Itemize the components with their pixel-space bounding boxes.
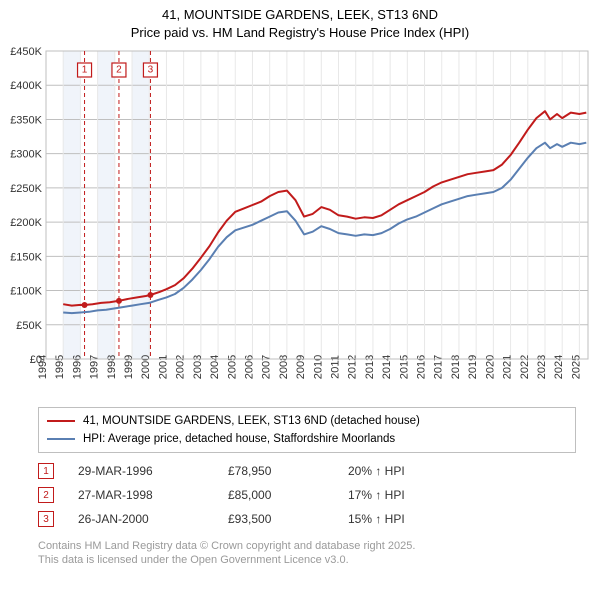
svg-text:2014: 2014	[381, 355, 393, 379]
svg-text:2004: 2004	[209, 355, 221, 379]
svg-text:£300K: £300K	[10, 149, 42, 161]
svg-text:£100K: £100K	[10, 286, 42, 298]
svg-text:2025: 2025	[570, 355, 582, 379]
svg-text:2003: 2003	[192, 355, 204, 379]
svg-text:2005: 2005	[226, 355, 238, 379]
sale-price: £85,000	[228, 488, 348, 502]
svg-text:2017: 2017	[433, 355, 445, 379]
svg-text:2015: 2015	[398, 355, 410, 379]
sales-row: 2 27-MAR-1998 £85,000 17% ↑ HPI	[38, 483, 558, 507]
svg-text:£450K: £450K	[10, 46, 42, 58]
footer-attribution: Contains HM Land Registry data © Crown c…	[38, 539, 600, 568]
sales-row: 1 29-MAR-1996 £78,950 20% ↑ HPI	[38, 459, 558, 483]
svg-text:2020: 2020	[484, 355, 496, 379]
svg-text:2016: 2016	[416, 355, 428, 379]
svg-text:£50K: £50K	[16, 320, 42, 332]
sale-price: £93,500	[228, 512, 348, 526]
svg-text:2013: 2013	[364, 355, 376, 379]
svg-text:1998: 1998	[106, 355, 118, 379]
svg-text:2024: 2024	[553, 355, 565, 379]
line-chart-svg: £0£50K£100K£150K£200K£250K£300K£350K£400…	[0, 43, 600, 403]
sale-marker-icon: 1	[38, 463, 54, 479]
svg-text:2012: 2012	[347, 355, 359, 379]
sale-date: 26-JAN-2000	[78, 512, 228, 526]
sales-table: 1 29-MAR-1996 £78,950 20% ↑ HPI 2 27-MAR…	[38, 459, 558, 531]
svg-text:2021: 2021	[502, 355, 514, 379]
legend-label-property: 41, MOUNTSIDE GARDENS, LEEK, ST13 6ND (d…	[83, 415, 420, 427]
svg-text:£250K: £250K	[10, 183, 42, 195]
svg-text:1999: 1999	[123, 355, 135, 379]
svg-text:2002: 2002	[175, 355, 187, 379]
svg-text:3: 3	[148, 65, 154, 76]
title-block: 41, MOUNTSIDE GARDENS, LEEK, ST13 6ND Pr…	[0, 0, 600, 43]
sale-date: 27-MAR-1998	[78, 488, 228, 502]
title-subtitle: Price paid vs. HM Land Registry's House …	[0, 24, 600, 42]
sale-marker-icon: 3	[38, 511, 54, 527]
svg-text:£350K: £350K	[10, 115, 42, 127]
title-address: 41, MOUNTSIDE GARDENS, LEEK, ST13 6ND	[0, 6, 600, 24]
legend-item-hpi: HPI: Average price, detached house, Staf…	[47, 430, 567, 448]
sales-row: 3 26-JAN-2000 £93,500 15% ↑ HPI	[38, 507, 558, 531]
svg-text:2001: 2001	[157, 355, 169, 379]
sale-hpi: 20% ↑ HPI	[348, 464, 468, 478]
svg-text:2018: 2018	[450, 355, 462, 379]
chart-area: £0£50K£100K£150K£200K£250K£300K£350K£400…	[0, 43, 600, 403]
legend-swatch-hpi	[47, 438, 75, 440]
svg-text:1994: 1994	[37, 355, 49, 379]
svg-text:2000: 2000	[140, 355, 152, 379]
svg-text:2009: 2009	[295, 355, 307, 379]
svg-text:2019: 2019	[467, 355, 479, 379]
svg-text:2010: 2010	[312, 355, 324, 379]
svg-text:2: 2	[116, 65, 122, 76]
svg-text:1: 1	[82, 65, 88, 76]
legend-label-hpi: HPI: Average price, detached house, Staf…	[83, 433, 395, 445]
legend-swatch-property	[47, 420, 75, 422]
sale-marker-icon: 2	[38, 487, 54, 503]
legend: 41, MOUNTSIDE GARDENS, LEEK, ST13 6ND (d…	[38, 407, 576, 453]
svg-text:£200K: £200K	[10, 217, 42, 229]
svg-text:£150K: £150K	[10, 251, 42, 263]
svg-text:2022: 2022	[519, 355, 531, 379]
sale-date: 29-MAR-1996	[78, 464, 228, 478]
sale-hpi: 17% ↑ HPI	[348, 488, 468, 502]
svg-text:2007: 2007	[261, 355, 273, 379]
svg-text:1997: 1997	[89, 355, 101, 379]
chart-document: 41, MOUNTSIDE GARDENS, LEEK, ST13 6ND Pr…	[0, 0, 600, 568]
sale-hpi: 15% ↑ HPI	[348, 512, 468, 526]
svg-text:£400K: £400K	[10, 80, 42, 92]
svg-text:2008: 2008	[278, 355, 290, 379]
footer-line1: Contains HM Land Registry data © Crown c…	[38, 539, 600, 553]
svg-text:2006: 2006	[243, 355, 255, 379]
svg-text:1995: 1995	[54, 355, 66, 379]
footer-line2: This data is licensed under the Open Gov…	[38, 553, 600, 567]
sale-price: £78,950	[228, 464, 348, 478]
svg-text:1996: 1996	[71, 355, 83, 379]
legend-item-property: 41, MOUNTSIDE GARDENS, LEEK, ST13 6ND (d…	[47, 412, 567, 430]
svg-text:2023: 2023	[536, 355, 548, 379]
